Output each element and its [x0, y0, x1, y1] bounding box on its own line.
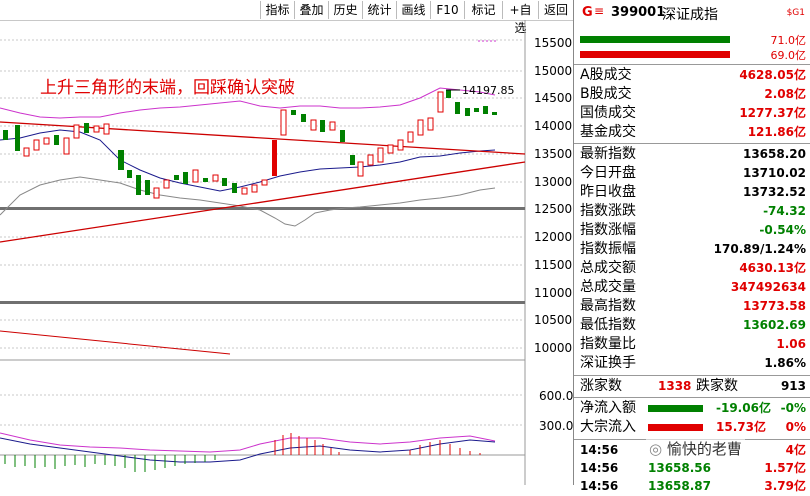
wechat-icon: ◎ — [649, 440, 663, 458]
f10-button[interactable]: F10 — [430, 1, 464, 19]
price-tick: 15000 — [534, 64, 572, 78]
chart-toolbar: 指标 叠加 历史 统计 画线 F10 标记 +自选 返回 — [0, 0, 573, 35]
stat-row: 今日开盘 13710.02 — [580, 165, 806, 181]
netflow-row: 净流入额 -19.06亿 -0% — [580, 400, 806, 416]
boll-upper-line — [0, 87, 496, 119]
inflow-bar-value: 71.0亿 — [770, 34, 807, 47]
menu-icon[interactable]: ≡ — [594, 4, 605, 18]
price-tick: 13000 — [534, 175, 572, 189]
stat-row: 深证换手 1.86% — [580, 355, 806, 371]
tick-row: 14:56 13658.87 3.79亿 — [580, 479, 806, 493]
back-button[interactable]: 返回 — [538, 1, 573, 19]
stat-row: 昨日收盘 13732.52 — [580, 184, 806, 200]
indicator-line-2 — [0, 437, 496, 463]
bulk-flow-row: 大宗流入 15.73亿 0% — [580, 419, 806, 435]
code-prefix: G — [582, 5, 593, 20]
index-name: 深证成指 — [662, 7, 718, 23]
mark-button[interactable]: 标记 — [464, 1, 502, 19]
stat-row: 最高指数 13773.58 — [580, 298, 806, 314]
ma-short-line — [0, 129, 496, 192]
history-button[interactable]: 历史 — [328, 1, 362, 19]
index-code: 399001 — [611, 5, 666, 20]
price-tick: 11500 — [534, 258, 572, 272]
overlay-button[interactable]: 叠加 — [294, 1, 328, 19]
stat-row: 总成交额 4630.13亿 — [580, 260, 806, 276]
indicator-histogram — [4, 433, 481, 472]
price-tick: 15500 — [534, 36, 572, 50]
price-tick: 14500 — [534, 91, 572, 105]
statistics-button[interactable]: 统计 — [362, 1, 396, 19]
high-price-label: 14197.85 — [462, 84, 515, 97]
quote-panel: G ≡ 399001 深证成指 $G1 71.0亿 69.0亿 A股成交 4628… — [573, 0, 810, 493]
kline-chart[interactable]: 15500 15000 14500 14000 13500 13000 1250… — [0, 20, 573, 485]
turnover-row: 基金成交 121.86亿 — [580, 124, 806, 140]
stat-row: 指数涨跌 -74.32 — [580, 203, 806, 219]
stat-row: 指数涨幅 -0.54% — [580, 222, 806, 238]
stat-row: 最新指数 13658.20 — [580, 146, 806, 162]
turnover-row: 国债成交 1277.37亿 — [580, 105, 806, 121]
price-tick: 10000 — [534, 341, 572, 355]
candles — [3, 90, 497, 199]
panel-header: G ≡ 399001 深证成指 $G1 — [574, 0, 810, 26]
watermark: ◎ 愉快的老曹 — [646, 438, 745, 459]
price-tick: 11000 — [534, 286, 572, 300]
grid-solid-12500 — [0, 207, 525, 210]
price-tick: 13500 — [534, 147, 572, 161]
chart-annotation: 上升三角形的末端，回踩确认突破 — [40, 78, 295, 98]
draw-line-button[interactable]: 画线 — [396, 1, 430, 19]
stat-row: 指数振幅 170.89/1.24% — [580, 241, 806, 257]
index-tag: $G1 — [786, 8, 805, 18]
indicator-line-1 — [0, 432, 496, 453]
add-watchlist-button[interactable]: +自选 — [502, 1, 538, 35]
volume-tick: 600.0 — [539, 389, 573, 403]
turnover-row: B股成交 2.08亿 — [580, 86, 806, 102]
grid-solid-11000 — [0, 301, 525, 304]
price-axis: 15500 15000 14500 14000 13500 13000 1250… — [534, 36, 573, 433]
stat-row: 最低指数 13602.69 — [580, 317, 806, 333]
advance-decline-row: 涨家数 1338 跌家数 913 — [580, 378, 806, 394]
stat-row: 总成交量 347492634 — [580, 279, 806, 295]
outflow-bar — [580, 51, 730, 58]
indicator-button[interactable]: 指标 — [260, 1, 294, 19]
trend-line-lower — [0, 330, 231, 355]
price-tick: 10500 — [534, 313, 572, 327]
kline-svg: 15500 15000 14500 14000 13500 13000 1250… — [0, 20, 573, 485]
price-tick: 14000 — [534, 119, 572, 133]
ma-long-line — [0, 176, 496, 227]
price-tick: 12500 — [534, 202, 572, 216]
tick-row: 14:56 13658.56 1.57亿 — [580, 461, 806, 475]
turnover-row: A股成交 4628.05亿 — [580, 67, 806, 83]
stat-row: 指数量比 1.06 — [580, 336, 806, 352]
tick-row: 14:56 4亿 — [580, 443, 806, 457]
triangle-lower-line — [0, 161, 526, 243]
price-tick: 12000 — [534, 230, 572, 244]
outflow-bar-value: 69.0亿 — [770, 49, 807, 62]
volume-tick: 300.0 — [539, 419, 573, 433]
inflow-bar — [580, 36, 730, 43]
